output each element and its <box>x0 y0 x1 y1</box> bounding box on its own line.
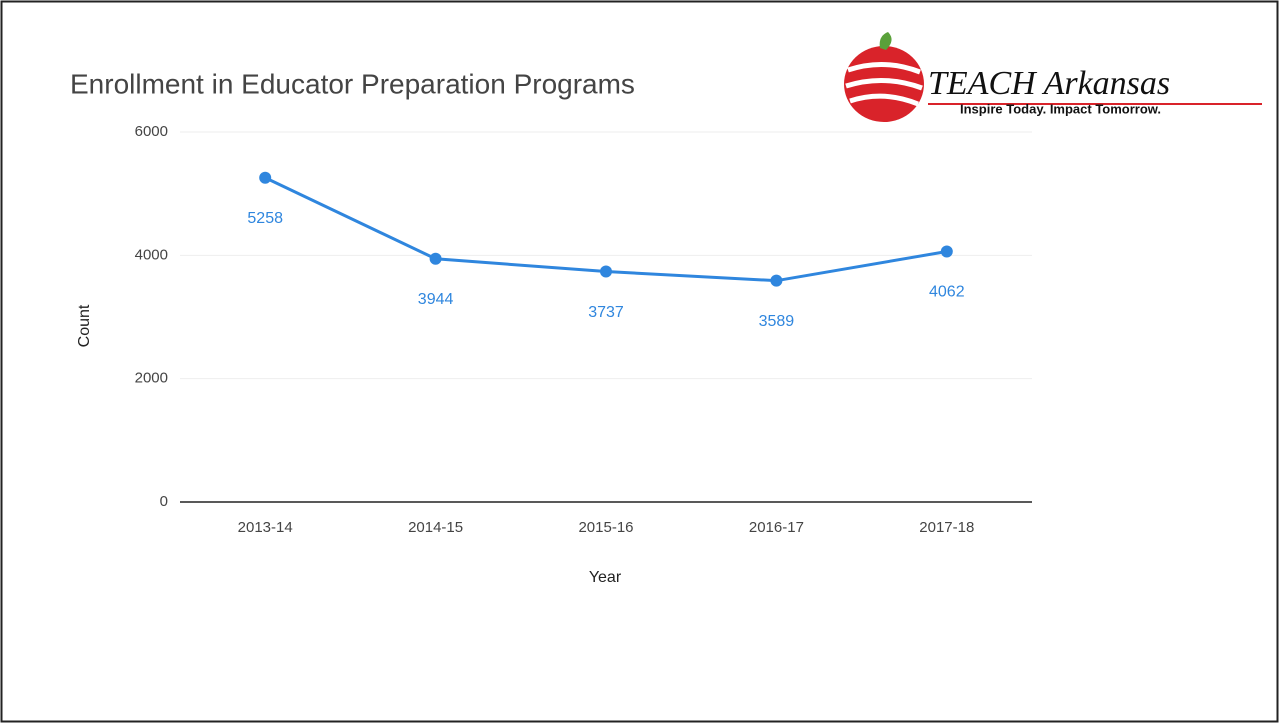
data-label: 3737 <box>588 304 624 321</box>
data-point <box>259 171 272 184</box>
data-point <box>600 265 612 278</box>
logo-stripes <box>845 61 923 107</box>
x-axis-label: Year <box>589 569 622 586</box>
logo-tagline: Inspire Today. Impact Tomorrow. <box>960 101 1161 116</box>
x-tick-label: 2013-14 <box>238 519 293 536</box>
y-axis-label: Count <box>76 304 93 347</box>
data-label: 5258 <box>247 210 283 227</box>
x-tick-label: 2016-17 <box>749 519 804 536</box>
y-tick-label: 4000 <box>135 246 168 263</box>
data-point <box>770 274 783 287</box>
data-point <box>940 245 953 258</box>
x-tick-label: 2014-15 <box>408 519 463 536</box>
logo-title: TEACH Arkansas <box>928 65 1170 102</box>
data-label: 4062 <box>929 284 965 301</box>
data-point <box>429 252 442 265</box>
data-label: 3589 <box>759 313 795 330</box>
y-tick-label: 6000 <box>135 123 168 140</box>
y-tick-label: 0 <box>160 493 168 510</box>
x-tick-label: 2017-18 <box>919 519 974 536</box>
chart-title: Enrollment in Educator Preparation Progr… <box>70 68 635 99</box>
data-label: 3944 <box>418 291 454 308</box>
x-tick-label: 2015-16 <box>578 519 633 536</box>
logo: TEACH Arkansas Inspire Today. Impact Tom… <box>844 32 1262 122</box>
logo-leaf <box>879 32 892 50</box>
y-tick-label: 2000 <box>135 370 168 387</box>
